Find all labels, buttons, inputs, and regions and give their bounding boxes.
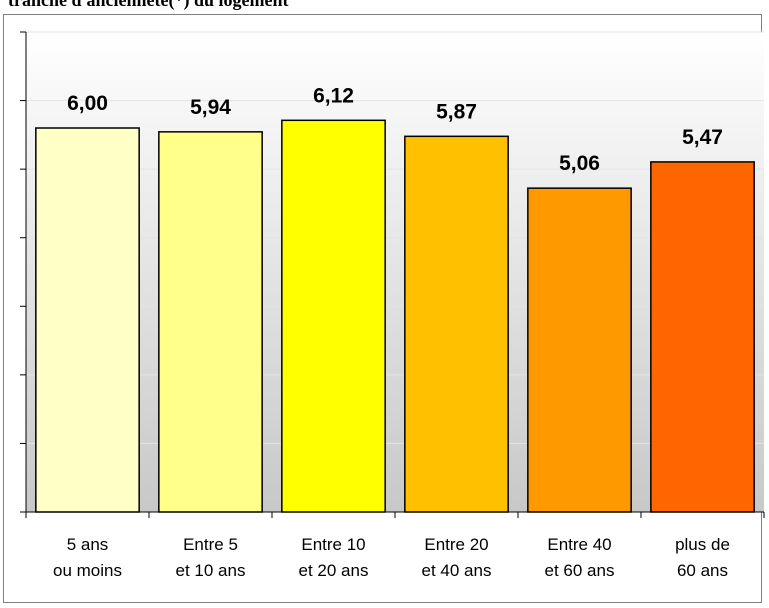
category-label: Entre 5 xyxy=(183,535,238,554)
category-label: Entre 10 xyxy=(301,535,365,554)
chart-title: tranche d'ancienneté(*) du logement xyxy=(8,0,289,10)
value-label: 5,87 xyxy=(436,100,477,123)
category-label: ou moins xyxy=(53,561,122,580)
category-label: 5 ans xyxy=(67,535,109,554)
category-label: Entre 40 xyxy=(547,535,611,554)
value-label: 5,94 xyxy=(190,96,231,119)
value-label: 6,00 xyxy=(67,92,108,115)
category-label: Entre 20 xyxy=(424,535,488,554)
category-label: et 40 ans xyxy=(422,561,492,580)
category-label: et 60 ans xyxy=(545,561,615,580)
category-label: 60 ans xyxy=(677,561,728,580)
category-label: et 20 ans xyxy=(299,561,369,580)
bar xyxy=(527,187,632,513)
plot-area xyxy=(26,32,764,512)
bar xyxy=(404,135,509,513)
value-label: 6,12 xyxy=(313,84,354,107)
value-label: 5,47 xyxy=(682,126,723,149)
bar xyxy=(281,119,386,513)
bar xyxy=(35,127,140,513)
value-label: 5,06 xyxy=(559,152,600,175)
bar xyxy=(158,131,263,513)
category-label: plus de xyxy=(675,535,730,554)
category-label: et 10 ans xyxy=(176,561,246,580)
bar xyxy=(650,161,755,513)
